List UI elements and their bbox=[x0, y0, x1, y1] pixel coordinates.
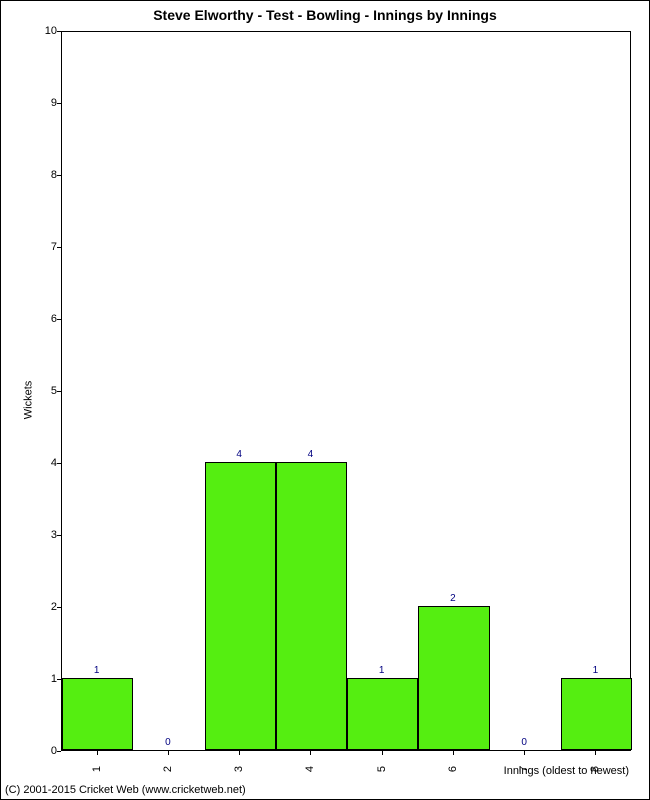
x-tick-label: 6 bbox=[447, 766, 459, 772]
x-tick-label: 5 bbox=[376, 766, 388, 772]
x-tick-label: 1 bbox=[91, 766, 103, 772]
bar bbox=[418, 606, 489, 750]
x-tick-mark bbox=[595, 751, 596, 755]
bar-value-label: 1 bbox=[94, 665, 100, 676]
bar-value-label: 0 bbox=[521, 737, 527, 748]
x-tick-mark bbox=[524, 751, 525, 755]
bar-value-label: 4 bbox=[308, 449, 314, 460]
bar-value-label: 2 bbox=[450, 593, 456, 604]
y-tick-mark bbox=[57, 463, 61, 464]
y-tick-mark bbox=[57, 391, 61, 392]
bar bbox=[276, 462, 347, 750]
bar bbox=[205, 462, 276, 750]
y-tick-mark bbox=[57, 247, 61, 248]
x-tick-label: 2 bbox=[162, 766, 174, 772]
x-tick-mark bbox=[310, 751, 311, 755]
bar bbox=[561, 678, 632, 750]
y-tick-mark bbox=[57, 31, 61, 32]
y-tick-mark bbox=[57, 751, 61, 752]
x-tick-mark bbox=[382, 751, 383, 755]
plot-area bbox=[61, 31, 631, 751]
bar-value-label: 1 bbox=[593, 665, 599, 676]
chart-title: Steve Elworthy - Test - Bowling - Inning… bbox=[1, 7, 649, 23]
bar-value-label: 0 bbox=[165, 737, 171, 748]
bar-value-label: 4 bbox=[236, 449, 242, 460]
y-tick-mark bbox=[57, 535, 61, 536]
copyright-text: (C) 2001-2015 Cricket Web (www.cricketwe… bbox=[5, 784, 246, 796]
bar-value-label: 1 bbox=[379, 665, 385, 676]
x-tick-mark bbox=[453, 751, 454, 755]
x-tick-label: 7 bbox=[518, 766, 530, 772]
y-tick-label: 10 bbox=[45, 25, 57, 37]
y-tick-mark bbox=[57, 103, 61, 104]
x-tick-mark bbox=[239, 751, 240, 755]
chart-container: Steve Elworthy - Test - Bowling - Inning… bbox=[0, 0, 650, 800]
x-tick-mark bbox=[168, 751, 169, 755]
y-tick-mark bbox=[57, 607, 61, 608]
y-tick-mark bbox=[57, 679, 61, 680]
bar bbox=[62, 678, 133, 750]
x-tick-mark bbox=[97, 751, 98, 755]
y-tick-mark bbox=[57, 319, 61, 320]
y-axis-label: Wickets bbox=[22, 381, 34, 420]
y-tick-mark bbox=[57, 175, 61, 176]
x-tick-label: 3 bbox=[233, 766, 245, 772]
x-tick-label: 8 bbox=[589, 766, 601, 772]
bar bbox=[347, 678, 418, 750]
x-tick-label: 4 bbox=[304, 766, 316, 772]
